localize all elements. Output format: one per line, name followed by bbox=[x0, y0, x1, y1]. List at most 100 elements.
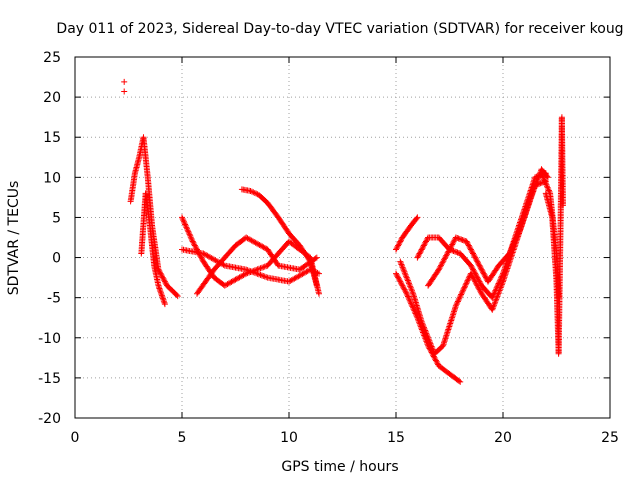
data-point bbox=[465, 242, 472, 249]
y-tick-label: -10 bbox=[38, 331, 61, 347]
data-point bbox=[507, 249, 513, 256]
data-point bbox=[312, 255, 319, 262]
data-point bbox=[454, 299, 461, 306]
data-point bbox=[400, 265, 407, 272]
data-point bbox=[457, 378, 464, 385]
data-point bbox=[512, 237, 519, 244]
data-point bbox=[407, 283, 414, 290]
data-point bbox=[476, 278, 483, 285]
data-point bbox=[496, 279, 503, 286]
data-point bbox=[511, 239, 518, 246]
data-point bbox=[459, 288, 466, 295]
data-point bbox=[559, 202, 566, 209]
data-point bbox=[471, 253, 478, 260]
data-point bbox=[260, 264, 267, 271]
data-point bbox=[161, 301, 168, 308]
data-point bbox=[458, 290, 465, 297]
data-point bbox=[257, 271, 264, 278]
data-point bbox=[393, 246, 399, 253]
data-point bbox=[542, 178, 549, 185]
data-point bbox=[455, 297, 462, 304]
data-point bbox=[515, 230, 522, 237]
data-point bbox=[420, 243, 427, 250]
data-point bbox=[251, 190, 258, 196]
data-point bbox=[495, 281, 501, 288]
data-point bbox=[247, 188, 254, 194]
series-outlier-early bbox=[121, 78, 128, 95]
data-point bbox=[481, 271, 488, 278]
data-point bbox=[479, 267, 486, 274]
chart-title: Day 011 of 2023, Sidereal Day-to-day VTE… bbox=[56, 21, 623, 37]
data-point bbox=[419, 321, 426, 328]
data-point bbox=[423, 237, 430, 244]
data-point bbox=[466, 243, 473, 250]
data-point bbox=[496, 277, 503, 284]
data-point bbox=[414, 214, 421, 221]
data-point bbox=[476, 286, 483, 293]
data-point bbox=[462, 281, 469, 288]
data-point bbox=[418, 246, 425, 253]
y-axis-label: SDTVAR / TECUs bbox=[6, 181, 22, 296]
data-point bbox=[425, 334, 432, 341]
data-point bbox=[410, 304, 416, 311]
data-point bbox=[181, 220, 188, 227]
data-point bbox=[402, 288, 409, 294]
data-point bbox=[514, 232, 521, 239]
data-point bbox=[499, 272, 506, 278]
data-point bbox=[452, 302, 459, 309]
data-point bbox=[158, 271, 165, 278]
series-track-e bbox=[179, 246, 322, 285]
data-point bbox=[473, 257, 480, 264]
data-point bbox=[399, 282, 406, 289]
data-point bbox=[398, 281, 405, 288]
data-point bbox=[545, 187, 552, 194]
data-point bbox=[403, 273, 410, 280]
data-point bbox=[460, 287, 467, 294]
data-point bbox=[316, 290, 322, 297]
y-tick-label: 10 bbox=[43, 170, 61, 186]
data-point bbox=[453, 301, 460, 308]
data-point bbox=[457, 292, 464, 299]
data-point bbox=[474, 274, 481, 281]
tick-labels: 0 5 10 15 20 25 -20 -15 -10 -5 0 5 10 15 20 25 bbox=[38, 50, 619, 446]
data-point bbox=[464, 277, 471, 284]
data-point bbox=[220, 261, 227, 268]
data-point bbox=[173, 292, 180, 298]
data-point bbox=[180, 218, 187, 225]
data-point bbox=[545, 186, 552, 193]
data-point bbox=[174, 293, 181, 300]
data-point bbox=[478, 266, 485, 273]
grid bbox=[75, 57, 610, 418]
data-point bbox=[477, 265, 484, 272]
data-point bbox=[456, 294, 463, 301]
axis-ticks bbox=[74, 56, 611, 419]
data-point bbox=[408, 300, 415, 307]
data-point bbox=[411, 309, 418, 316]
data-point bbox=[406, 297, 413, 304]
x-axis-label: GPS time / hours bbox=[281, 459, 398, 475]
data-point bbox=[187, 234, 194, 241]
data-point bbox=[507, 247, 514, 254]
data-point bbox=[162, 280, 169, 286]
data-point bbox=[199, 255, 205, 262]
data-point bbox=[472, 254, 479, 261]
data-point bbox=[473, 273, 480, 280]
series-track-f bbox=[238, 186, 320, 289]
data-point bbox=[456, 295, 463, 302]
data-point bbox=[513, 235, 520, 241]
data-point bbox=[491, 290, 498, 297]
data-point bbox=[422, 327, 429, 334]
data-point bbox=[403, 290, 410, 297]
data-point bbox=[156, 269, 163, 276]
y-tick-label: 0 bbox=[52, 251, 61, 267]
data-point bbox=[408, 286, 415, 293]
data-point bbox=[460, 285, 467, 292]
data-point bbox=[160, 275, 167, 282]
data-point bbox=[397, 278, 404, 285]
x-tick-label: 25 bbox=[601, 430, 619, 446]
data-point bbox=[248, 268, 255, 275]
data-point bbox=[429, 345, 436, 351]
data-point bbox=[406, 296, 413, 303]
data-point bbox=[423, 331, 430, 338]
